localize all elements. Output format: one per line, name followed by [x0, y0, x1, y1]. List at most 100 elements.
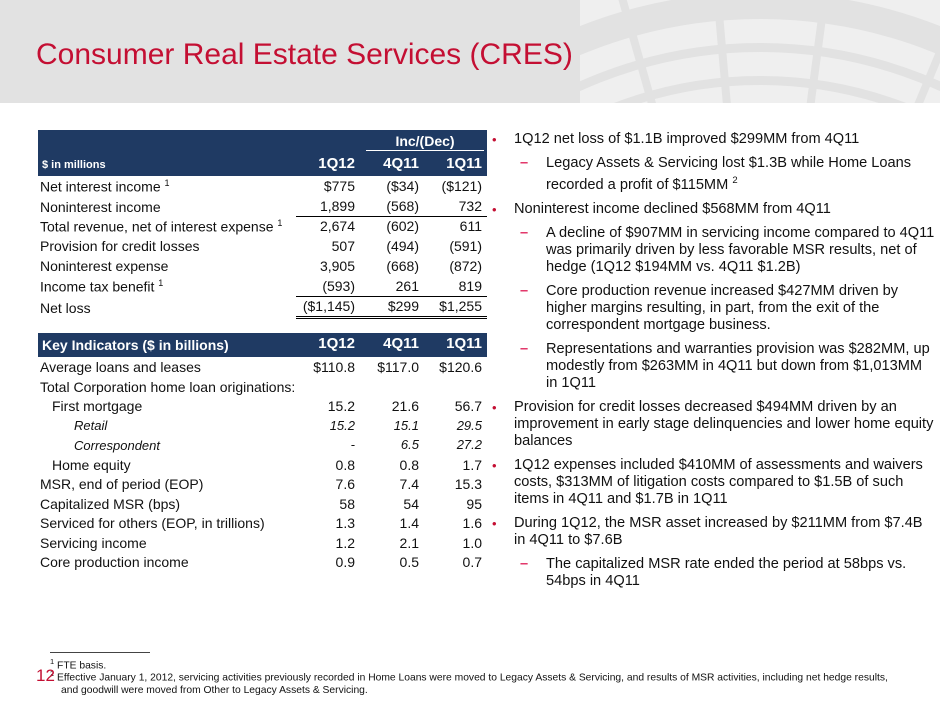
cell-value: 1.6 — [462, 515, 482, 531]
cell-value: 2.1 — [399, 534, 419, 551]
cell-value: 0.5 — [399, 554, 419, 570]
cell-value: (668) — [386, 258, 419, 274]
bullet-text: During 1Q12, the MSR asset increased by … — [514, 514, 923, 548]
bullet-text: 1Q12 net loss of $1.1B improved $299MM f… — [514, 131, 860, 147]
table-row: Core production income 0.9 0.5 0.7 — [38, 552, 487, 572]
dash-marker-icon: – — [520, 340, 529, 357]
footnote-1: 1 FTE basis. — [50, 657, 107, 672]
cell-value: 54 — [403, 495, 419, 512]
dash-marker-icon: – — [520, 224, 529, 241]
key-indicators-column-header: 1Q12 — [318, 334, 355, 352]
row-label: Core production income — [40, 554, 189, 570]
table-row: Retail 15.2 15.1 29.5 — [38, 416, 487, 436]
cell-value: $299 — [360, 296, 424, 319]
bullet-item: • 1Q12 expenses included $410MM of assess… — [492, 457, 937, 508]
cell-value: $120.6 — [439, 359, 482, 375]
bullet-text: The capitalized MSR rate ended the perio… — [546, 555, 907, 589]
table-row: First mortgage 15.2 21.6 56.7 — [38, 396, 487, 416]
cell-value: ($34) — [386, 178, 419, 194]
cell-value: 3,905 — [319, 258, 355, 274]
cell-value: 15.2 — [329, 417, 355, 433]
cell-value: 1.2 — [335, 534, 355, 551]
row-label: Income tax benefit 1 — [40, 278, 164, 295]
cell-value: 1,899 — [296, 196, 360, 217]
superscript-ref: 2 — [732, 175, 738, 186]
page-number: 12 — [36, 666, 55, 685]
bullet-item: • Noninterest income declined $568MM from… — [492, 201, 937, 218]
cell-value: (593) — [296, 276, 360, 297]
cell-value: 819 — [424, 276, 487, 297]
row-label: Total Corporation home loan originations… — [40, 378, 296, 395]
bullet-item: • 1Q12 net loss of $1.1B improved $299MM … — [492, 131, 937, 148]
income-column-header: 1Q12 — [318, 155, 355, 172]
cell-value: 21.6 — [391, 398, 419, 414]
row-label: Capitalized MSR (bps) — [40, 495, 181, 512]
bullet-marker-icon: • — [492, 515, 497, 531]
cell-value: $775 — [323, 178, 355, 194]
table-row: Capitalized MSR (bps) 58 54 95 — [38, 494, 487, 514]
table-row: Home equity 0.8 0.8 1.7 — [38, 455, 487, 475]
cell-value: 95 — [466, 495, 482, 512]
footnote-2: 2 Effective January 1, 2012, servicing a… — [50, 669, 888, 696]
superscript-ref: 1 — [277, 217, 283, 228]
key-indicators-title: Key Indicators ($ in billions) — [42, 337, 229, 353]
header-band: Consumer Real Estate Services (CRES) — [0, 0, 940, 103]
unit-label: $ in millions — [42, 159, 106, 171]
cell-value: 507 — [331, 238, 355, 254]
cell-value — [360, 377, 424, 397]
bullet-marker-icon: • — [492, 399, 497, 415]
bullet-text: Representations and warranties provision… — [546, 340, 930, 391]
bullet-text: Provision for credit losses decreased $4… — [514, 398, 934, 449]
cell-value: $110.8 — [313, 359, 355, 375]
table-row: Average loans and leases $110.8 $117.0 $120… — [38, 357, 487, 377]
row-label: First mortgage — [52, 398, 143, 414]
bullet-text: Legacy Assets & Servicing lost $1.3B whi… — [546, 155, 912, 193]
inc-dec-group-header: Inc/(Dec) — [366, 133, 484, 151]
key-indicators-column-header: 4Q11 — [383, 334, 419, 352]
cell-value: (494) — [386, 238, 419, 254]
page-title: Consumer Real Estate Services (CRES) — [36, 38, 573, 71]
cell-value — [296, 377, 360, 397]
row-label: Total revenue, net of interest expense 1 — [40, 217, 283, 235]
cell-value — [424, 377, 487, 397]
row-label: Noninterest expense — [40, 258, 169, 274]
table-row: Income tax benefit 1 (593) 261 819 — [38, 276, 487, 297]
cell-value: $117.0 — [377, 359, 419, 375]
row-label: Serviced for others (EOP, in trillions) — [40, 515, 265, 531]
row-label: Net loss — [40, 299, 91, 316]
bullet-text: A decline of $907MM in servicing income … — [546, 224, 935, 275]
bullet-marker-icon: • — [492, 457, 497, 473]
row-label: Net interest income 1 — [40, 177, 170, 195]
footnote-superscript: 1 — [50, 657, 55, 666]
key-indicators-table: Key Indicators ($ in billions) 1Q12 4Q11 1… — [38, 333, 487, 572]
table-row: Serviced for others (EOP, in trillions) 1… — [38, 513, 487, 533]
cell-value: 0.7 — [462, 554, 482, 570]
row-label: Correspondent — [74, 437, 160, 453]
cell-value: - — [350, 437, 355, 452]
income-table-header: Inc/(Dec) $ in millions 1Q12 4Q11 1Q11 — [38, 130, 487, 176]
table-row: Noninterest income 1,899 (568) 732 — [38, 196, 487, 217]
cell-value: 7.4 — [399, 476, 419, 492]
flagscape-icon — [580, 0, 940, 103]
bullet-text: 1Q12 expenses included $410MM of assessm… — [514, 456, 923, 507]
cell-value: (591) — [449, 238, 482, 254]
table-row: Correspondent - 6.5 27.2 — [38, 435, 487, 455]
cell-value: ($121) — [441, 178, 482, 194]
cell-value: 0.9 — [335, 554, 355, 570]
cell-value: 7.6 — [335, 476, 355, 492]
cell-value: 1.7 — [462, 456, 482, 473]
cell-value: 1.0 — [462, 534, 482, 551]
sub-bullet-item: – Legacy Assets & Servicing lost $1.3B wh… — [520, 155, 937, 194]
cell-value: 58 — [339, 495, 355, 512]
key-indicators-column-header: 1Q11 — [446, 334, 482, 352]
footnote-rule — [50, 652, 150, 653]
table-row: Servicing income 1.2 2.1 1.0 — [38, 533, 487, 553]
key-indicators-body: Average loans and leases $110.8 $117.0 $120… — [38, 357, 487, 572]
row-label: Home equity — [52, 456, 131, 473]
bullet-text: Core production revenue increased $427MM… — [546, 282, 899, 333]
dash-marker-icon: – — [520, 282, 529, 299]
cell-value: 15.1 — [393, 417, 419, 433]
footnote-superscript: 2 — [50, 669, 55, 678]
cell-value: 56.7 — [454, 398, 482, 414]
